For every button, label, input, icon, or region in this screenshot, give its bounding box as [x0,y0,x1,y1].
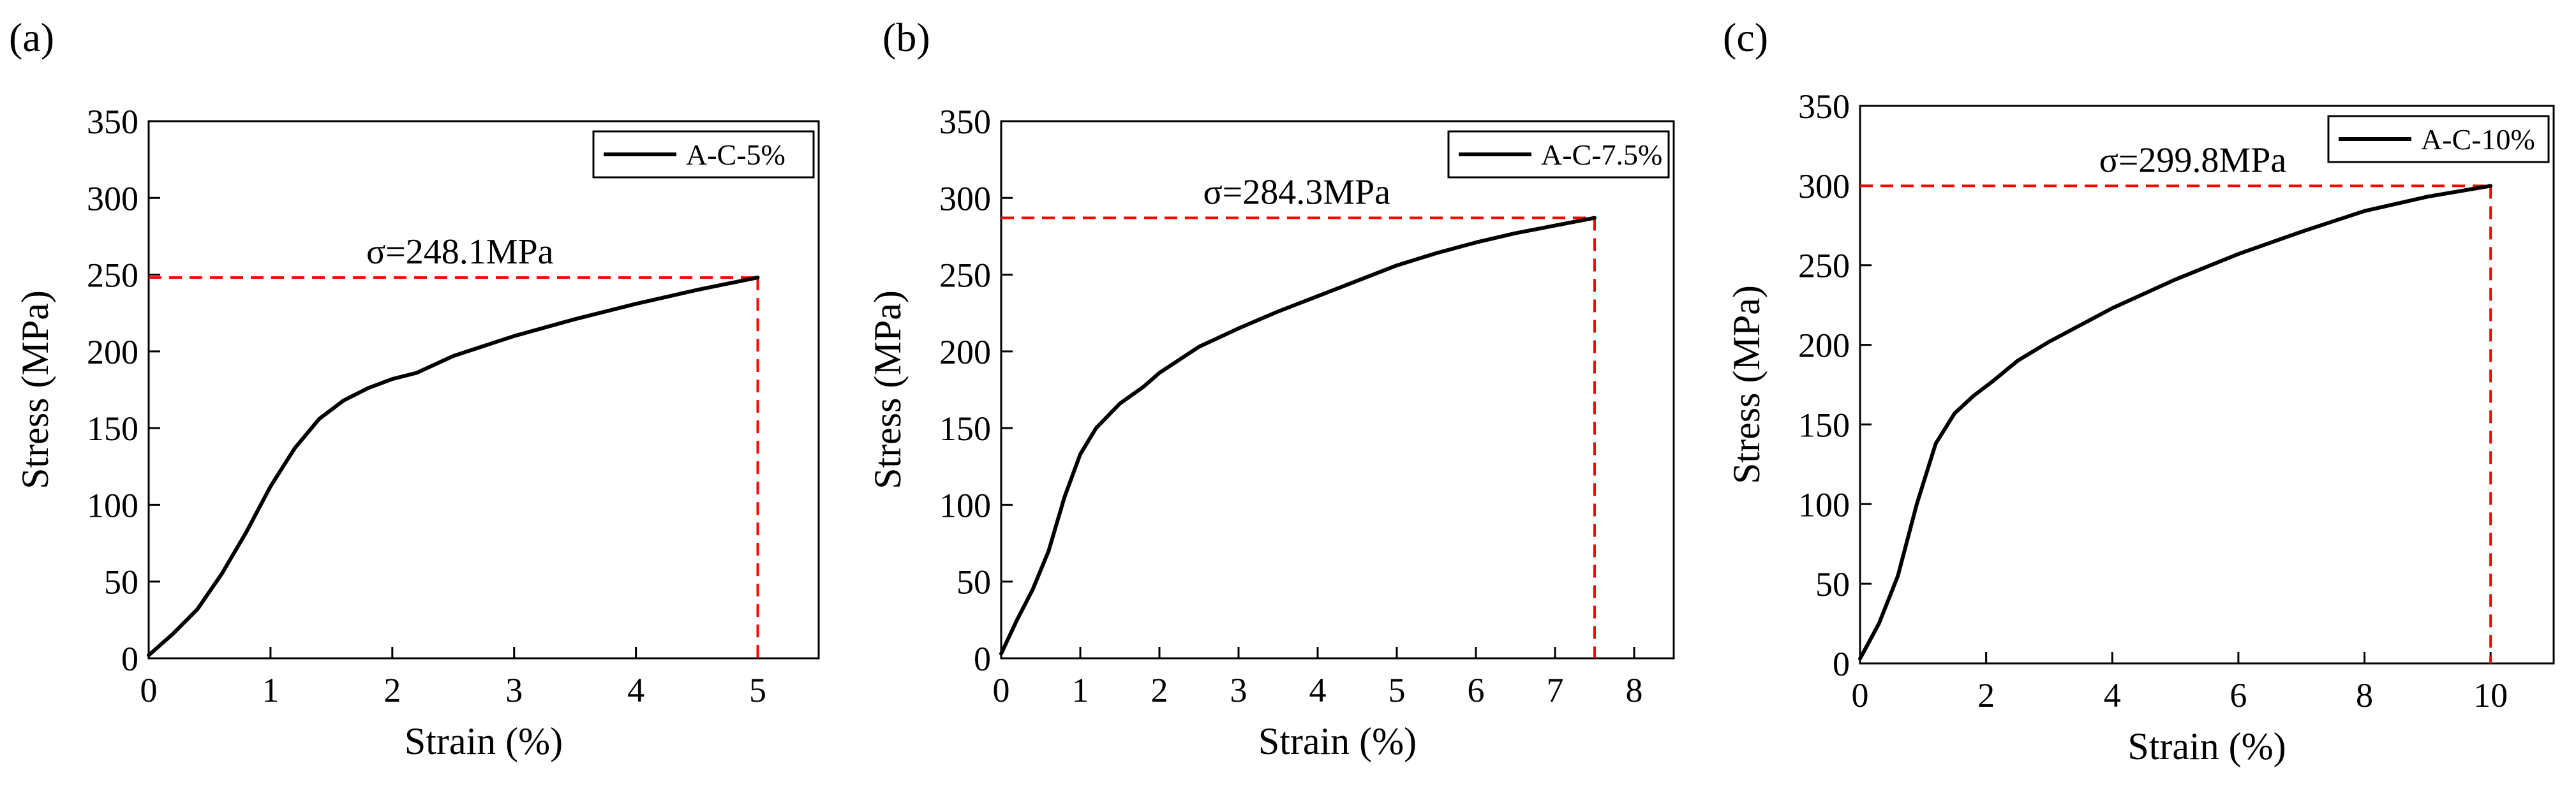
x-tick-label: 0 [140,671,158,709]
x-tick-label: 7 [1547,671,1564,709]
ultimate-stress-label: σ=248.1MPa [366,232,554,272]
x-axis-title: Strain (%) [1258,720,1417,762]
y-tick-label: 100 [939,486,991,524]
y-tick-label: 300 [1798,167,1850,205]
ultimate-stress-label: σ=284.3MPa [1203,173,1390,212]
y-tick-label: 350 [1798,87,1850,126]
axes-frame [147,120,820,660]
x-tick-label: 4 [1309,671,1327,709]
y-tick-label: 0 [121,640,138,678]
y-axis-title: Stress (MPa) [1725,285,1768,484]
y-tick-label: 100 [87,486,138,524]
axes-frame [1000,120,1675,660]
y-tick-label: 250 [939,256,991,295]
x-tick-label: 6 [1468,671,1485,709]
y-tick-label: 300 [939,179,991,218]
y-tick-label: 150 [1798,406,1850,444]
y-tick-label: 0 [1833,645,1850,683]
y-tick-label: 150 [939,410,991,448]
y-tick-label: 50 [957,563,991,602]
panel-label: (c) [1723,15,1768,60]
y-tick-label: 200 [939,333,991,371]
y-tick-label: 300 [87,179,138,218]
y-tick-label: 200 [87,333,138,371]
y-tick-label: 350 [87,103,138,141]
x-tick-label: 4 [2104,676,2121,714]
chart-panel-b: (b) 0 1 2 3 4 5 6 7 8 0 50 100 150 200 250 300 350 Strain … [867,15,1675,762]
x-tick-label: 4 [627,671,644,709]
ultimate-stress-label: σ=299.8MPa [2099,140,2287,180]
y-axis-title: Stress (MPa) [14,290,56,489]
x-tick-label: 5 [1389,671,1406,709]
series-line [1858,184,2493,661]
y-tick-label: 250 [87,256,138,295]
x-tick-label: 3 [1230,671,1247,709]
panel-label: (a) [9,15,54,60]
legend-label: A-C-5% [686,138,785,171]
x-tick-label: 8 [2356,676,2373,714]
legend-label: A-C-10% [2421,123,2535,156]
x-tick-label: 6 [2230,676,2247,714]
x-tick-label: 2 [1151,671,1168,709]
x-axis-title: Strain (%) [405,720,563,762]
x-tick-label: 0 [993,671,1010,709]
x-tick-label: 1 [1072,671,1089,709]
x-tick-label: 5 [749,671,766,709]
y-tick-label: 350 [939,103,991,141]
y-tick-label: 200 [1798,327,1850,365]
y-tick-label: 50 [1815,565,1850,603]
x-tick-label: 1 [262,671,279,709]
series-line [147,276,760,658]
y-tick-label: 0 [974,640,991,678]
legend-label: A-C-7.5% [1541,138,1662,171]
axes-frame [1859,105,2555,665]
x-tick-label: 0 [1852,676,1869,714]
x-tick-label: 3 [505,671,523,709]
y-tick-label: 100 [1798,485,1850,524]
x-tick-label: 10 [2473,676,2508,714]
y-tick-label: 150 [87,410,138,448]
x-tick-label: 2 [383,671,401,709]
x-axis-title: Strain (%) [2127,725,2286,767]
y-tick-label: 50 [104,563,138,602]
series-line [999,216,1597,656]
y-axis-title: Stress (MPa) [867,290,909,489]
x-tick-label: 2 [1977,676,1995,714]
panel-label: (b) [882,15,930,60]
x-tick-label: 8 [1626,671,1643,709]
y-tick-label: 250 [1798,247,1850,285]
